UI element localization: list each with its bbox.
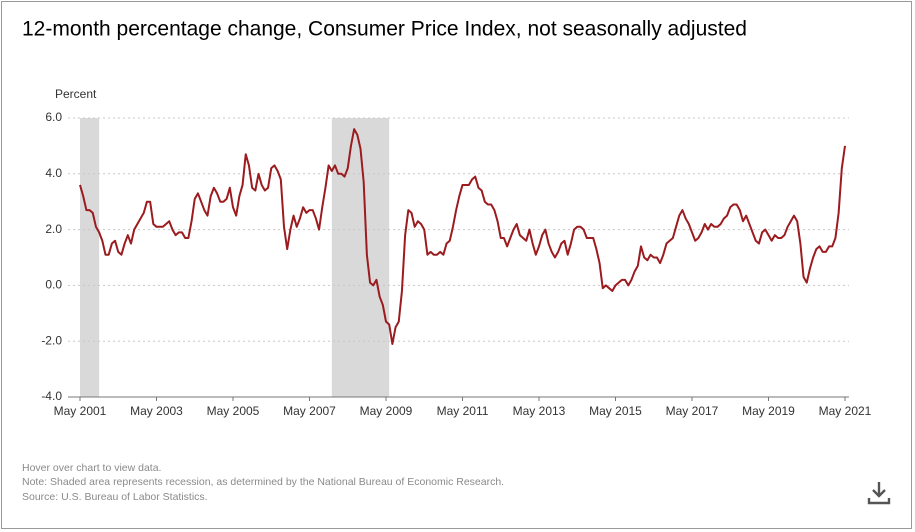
x-tick-label: May 2009 (360, 404, 413, 418)
recession-band (80, 118, 100, 397)
note: Note: Shaded area represents recession, … (22, 476, 504, 488)
y-tick-label: 2.0 (45, 222, 62, 236)
note: Source: U.S. Bureau of Labor Statistics. (22, 491, 208, 503)
x-tick-label: May 2021 (819, 404, 872, 418)
x-tick-label: May 2015 (589, 404, 642, 418)
download-button[interactable] (867, 480, 891, 506)
y-tick-label: -4.0 (41, 389, 62, 403)
x-tick-label: May 2013 (513, 404, 566, 418)
x-tick-label: May 2001 (54, 404, 107, 418)
chart-title: 12-month percentage change, Consumer Pri… (22, 18, 747, 41)
x-tick-label: May 2017 (666, 404, 719, 418)
x-tick-label: May 2019 (742, 404, 795, 418)
y-tick-label: 4.0 (45, 166, 62, 180)
recession-band (331, 118, 390, 397)
x-tick-label: May 2011 (437, 404, 489, 418)
x-tick-label: May 2003 (130, 404, 183, 418)
y-axis-label: Percent (55, 87, 97, 101)
note: Hover over chart to view data. (22, 462, 161, 474)
x-tick-label: May 2005 (207, 404, 260, 418)
y-tick-label: -2.0 (41, 333, 62, 347)
line-series (79, 128, 846, 345)
download-icon[interactable] (867, 482, 891, 505)
y-tick-label: 6.0 (45, 110, 62, 124)
y-tick-label: 0.0 (45, 278, 62, 292)
x-tick-label: May 2007 (283, 404, 336, 418)
